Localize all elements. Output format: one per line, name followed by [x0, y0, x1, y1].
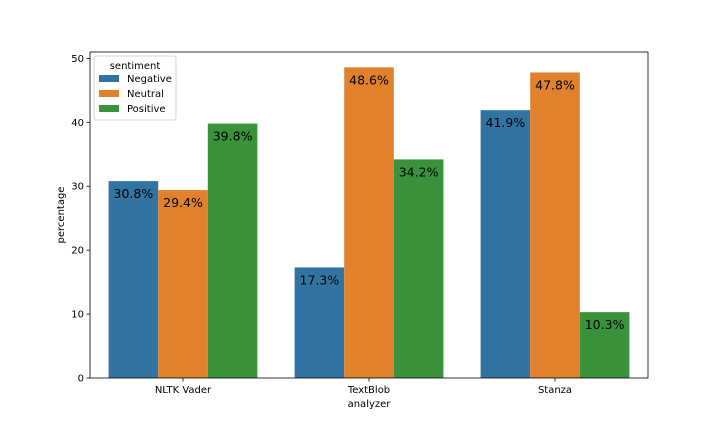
bar-positive-1: [393, 159, 444, 378]
data-labels-group: 30.8% 29.4% 39.8% 17.3% 48.6% 34.2% 41.9% 47.8%…: [114, 72, 625, 332]
y-tick-label: 40: [71, 118, 84, 129]
y-tick-label: 20: [71, 246, 84, 257]
legend: sentiment Negative Neutral Positive: [93, 55, 177, 121]
data-label: 41.9%: [486, 115, 526, 130]
x-tick-label: TextBlob: [347, 385, 390, 396]
x-axis-label: analyzer: [348, 399, 392, 410]
y-axis-label: percentage: [56, 187, 67, 244]
legend-swatch-negative: [99, 75, 119, 82]
legend-box: [93, 55, 177, 121]
bar-neutral-2: [530, 72, 580, 379]
bar-negative-0: [108, 181, 159, 378]
data-label: 30.8%: [114, 186, 154, 201]
x-tick-label: Stanza: [538, 385, 572, 396]
y-axis: 0 10 20 30 40 50: [71, 54, 90, 385]
data-label: 34.2%: [399, 164, 439, 179]
y-tick-label: 10: [71, 310, 84, 321]
y-tick-label: 30: [71, 182, 84, 193]
bars-group: [108, 67, 630, 379]
legend-label-negative: Negative: [127, 74, 172, 85]
bar-positive-0: [207, 123, 258, 378]
data-label: 29.4%: [163, 195, 203, 210]
data-label: 10.3%: [585, 317, 625, 332]
bar-neutral-0: [158, 190, 208, 378]
legend-label-neutral: Neutral: [127, 89, 164, 100]
bar-negative-2: [480, 110, 531, 378]
data-label: 17.3%: [300, 272, 340, 287]
x-tick-label: NLTK Vader: [155, 385, 212, 396]
y-tick-label: 0: [78, 374, 84, 385]
legend-swatch-neutral: [99, 90, 119, 97]
bar-negative-1: [294, 267, 345, 378]
y-tick-label: 50: [71, 54, 84, 65]
legend-label-positive: Positive: [127, 104, 166, 115]
x-axis: NLTK Vader TextBlob Stanza: [155, 378, 572, 396]
legend-title: sentiment: [110, 61, 161, 72]
data-label: 39.8%: [213, 129, 253, 144]
bar-neutral-1: [344, 67, 394, 378]
bar-positive-2: [579, 312, 630, 378]
legend-swatch-positive: [99, 105, 119, 112]
data-label: 47.8%: [535, 77, 575, 92]
data-label: 48.6%: [349, 72, 389, 87]
